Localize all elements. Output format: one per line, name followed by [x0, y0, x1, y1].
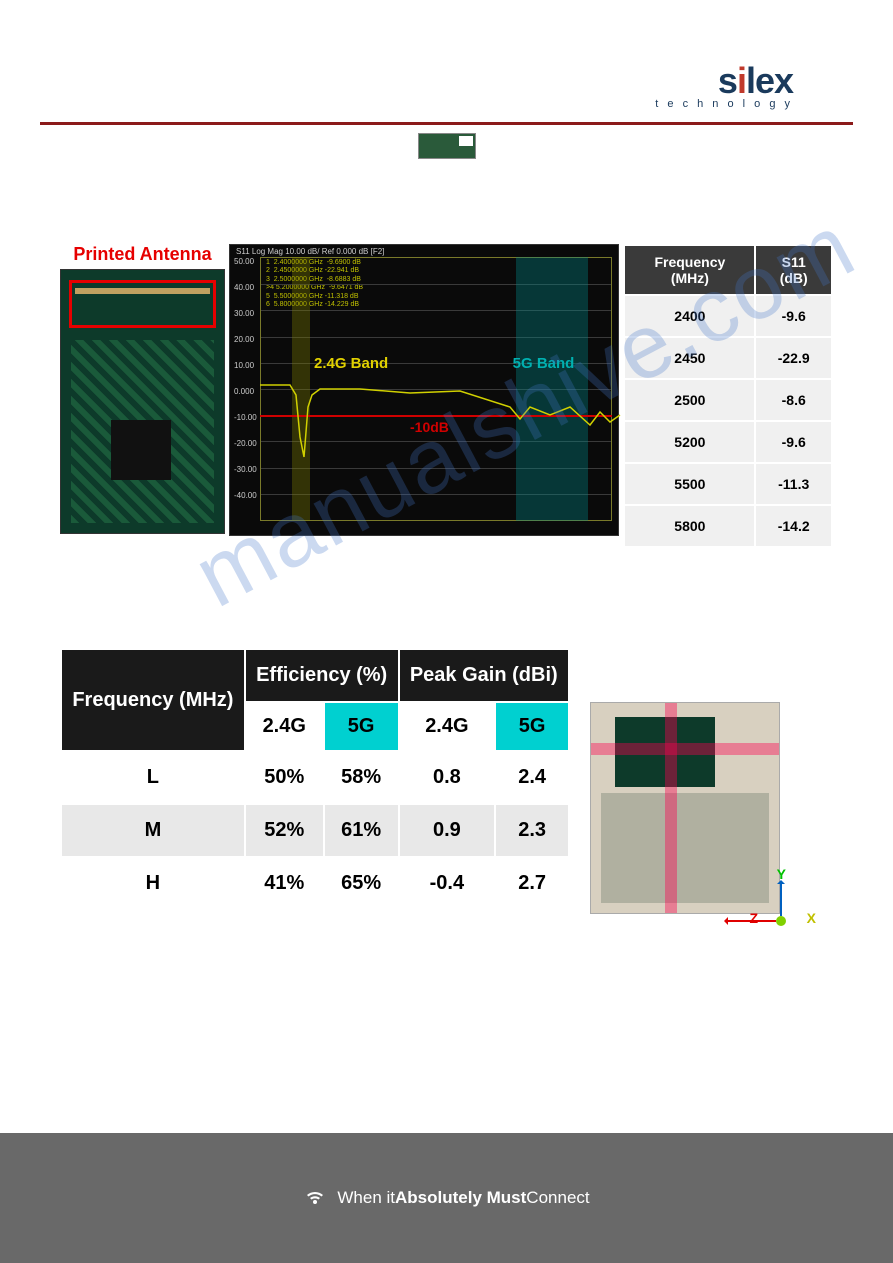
- table-row: 5800-14.2: [624, 505, 832, 547]
- logo: silex t e c h n o l o g y: [60, 60, 833, 112]
- footer-text-post: Connect: [526, 1188, 589, 1208]
- header-rule: [40, 122, 853, 125]
- axis-z-label: Z: [749, 910, 758, 926]
- table-row: L 50% 58% 0.8 2.4: [61, 751, 569, 804]
- eff-header-freq: Frequency (MHz): [61, 649, 245, 751]
- vna-plot: S11 Log Mag 10.00 dB/ Ref 0.000 dB [F2] …: [229, 244, 619, 536]
- test-setup-photo: [590, 702, 780, 914]
- efficiency-gain-table: Frequency (MHz) Efficiency (%) Peak Gain…: [60, 648, 570, 911]
- eff-header-gain: Peak Gain (dBi): [399, 649, 569, 702]
- footer-text-pre: When it: [337, 1188, 395, 1208]
- module-thumbnail: [0, 133, 893, 164]
- table-row: 2500-8.6: [624, 379, 832, 421]
- eff-header-eff: Efficiency (%): [245, 649, 399, 702]
- footer-text-bold: Absolutely Must: [395, 1188, 526, 1208]
- printed-antenna-figure: Printed Antenna: [60, 244, 225, 534]
- axis-y-label: Y: [777, 866, 786, 882]
- table-row: M 52% 61% 0.9 2.3: [61, 804, 569, 857]
- vna-title: S11 Log Mag 10.00 dB/ Ref 0.000 dB [F2]: [236, 247, 384, 256]
- wifi-icon: [303, 1186, 327, 1211]
- table-row: 2400-9.6: [624, 295, 832, 337]
- table-row: 2450-22.9: [624, 337, 832, 379]
- printed-antenna-label: Printed Antenna: [60, 244, 225, 265]
- footer: When it Absolutely Must Connect: [0, 1133, 893, 1263]
- logo-subtitle: t e c h n o l o g y: [655, 98, 793, 110]
- pcb-photo: [60, 269, 225, 534]
- s11-header-freq: Frequency (MHz): [624, 245, 755, 295]
- axis-x-label: X: [807, 910, 816, 926]
- s11-header-s11: S11 (dB): [755, 245, 832, 295]
- table-row: H 41% 65% -0.4 2.7: [61, 857, 569, 910]
- s11-table: Frequency (MHz) S11 (dB) 2400-9.6 2450-2…: [623, 244, 833, 548]
- s11-trace: [260, 257, 624, 523]
- table-row: 5200-9.6: [624, 421, 832, 463]
- table-row: 5500-11.3: [624, 463, 832, 505]
